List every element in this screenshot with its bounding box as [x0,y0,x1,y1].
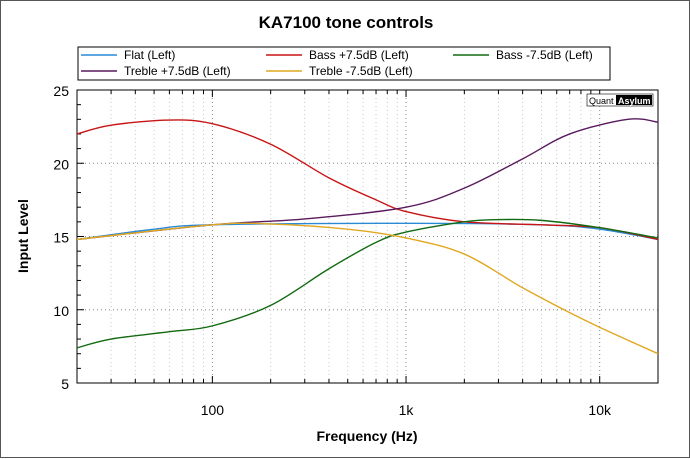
y-tick-label: 15 [53,230,69,246]
legend-label: Bass -7.5dB (Left) [496,48,593,62]
series-line-0 [76,222,659,241]
x-tick-label: 1k [399,402,415,418]
series-line-1 [76,119,659,241]
x-tick-label: 100 [201,402,225,418]
x-tick-label: 10k [588,402,612,418]
legend-label: Flat (Left) [124,48,175,62]
series-line-4 [76,222,659,355]
series-line-2 [76,218,659,349]
watermark: Quant Asylum [586,93,654,107]
y-tick-label: 5 [61,376,69,392]
y-axis-label: Input Level [15,199,31,273]
legend-label: Bass +7.5dB (Left) [309,48,409,62]
svg-text:Asylum: Asylum [618,96,651,106]
legend-label: Treble +7.5dB (Left) [124,64,231,78]
legend: Flat (Left) Bass +7.5dB (Left) Bass -7.5dB… [77,46,611,81]
y-tick-label: 25 [53,83,69,99]
legend-label: Treble -7.5dB (Left) [309,64,413,78]
svg-text:Quant: Quant [589,96,614,106]
legend-box [77,46,611,81]
y-tick-label: 10 [53,303,69,319]
x-axis-label: Frequency (Hz) [316,428,417,444]
plot-area [76,89,659,384]
series-line-3 [76,118,659,241]
chart-title: KA7100 tone controls [259,13,434,32]
y-tick-label: 20 [53,156,69,172]
